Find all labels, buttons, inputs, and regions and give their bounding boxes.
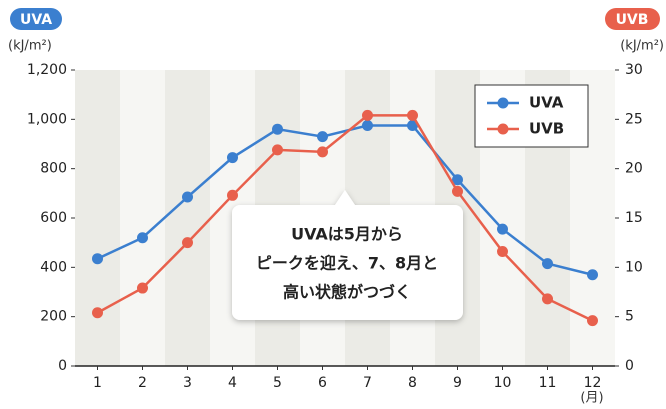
series-point: [137, 282, 148, 294]
y-tick-label: 1,200: [27, 62, 67, 78]
y-unit: (kJ/m²): [8, 39, 52, 54]
stripe: [165, 70, 210, 366]
series-point: [272, 123, 283, 135]
y-tick-label: 800: [40, 161, 67, 177]
x-tick-label: 6: [318, 375, 327, 391]
series-point: [182, 191, 193, 203]
y2-axis-name: UVB: [616, 12, 649, 28]
stripe: [120, 70, 165, 366]
annotation-box: [232, 190, 463, 320]
series-point: [542, 258, 553, 270]
y2-tick-label: 25: [625, 111, 643, 127]
series-point: [317, 146, 328, 158]
legend-label: UVB: [529, 120, 564, 138]
y-axis-badge: [10, 8, 62, 30]
x-tick-label: 7: [363, 375, 372, 391]
series-point: [452, 185, 463, 197]
y-axis-name: UVA: [20, 12, 52, 28]
stripe: [75, 70, 120, 366]
series-line: [96, 124, 593, 276]
y2-tick-label: 30: [625, 62, 643, 78]
series-point: [272, 144, 283, 156]
legend-marker: [497, 123, 509, 135]
x-tick-label: 1: [93, 375, 102, 391]
series-point: [362, 120, 373, 131]
legend-label: UVA: [529, 94, 564, 112]
x-tick-label: 12: [584, 375, 602, 391]
x-tick-label: 2: [138, 375, 147, 391]
series-line: [96, 114, 594, 322]
series-point: [497, 223, 508, 235]
x-tick-label: 5: [273, 375, 282, 391]
series-point: [587, 269, 598, 281]
series-point: [452, 174, 463, 186]
series-point: [92, 307, 103, 319]
series-point: [542, 293, 553, 305]
series-point: [362, 109, 373, 121]
x-tick-label: 10: [494, 375, 512, 391]
y-tick-label: 1,000: [27, 111, 67, 127]
x-tick-label: 9: [453, 375, 462, 391]
y2-tick-label: 20: [625, 161, 643, 177]
legend-box: [474, 84, 589, 148]
series-point: [407, 120, 418, 131]
series-point: [227, 189, 238, 201]
series-point: [92, 253, 103, 265]
series-point: [497, 246, 508, 258]
series-point: [317, 131, 328, 143]
series-point: [182, 237, 193, 249]
legend-marker: [497, 97, 509, 109]
annotation-text: UVAは5月から: [291, 225, 403, 244]
series-point: [587, 315, 598, 327]
y-tick-label: 400: [40, 259, 67, 275]
x-tick-label: 8: [408, 375, 417, 391]
x-tick-label: 4: [228, 375, 237, 391]
y2-axis-badge: [605, 8, 660, 30]
y-tick-label: 600: [40, 210, 67, 226]
x-tick-label: 3: [183, 375, 192, 391]
series-point: [407, 109, 418, 121]
x-tick-label: 11: [539, 375, 557, 391]
y2-tick-label: 0: [625, 358, 634, 374]
series-point: [137, 232, 148, 244]
annotation-text: ピークを迎え、7、8月と: [256, 254, 438, 273]
y2-tick-label: 15: [625, 210, 643, 226]
y2-tick-label: 10: [625, 259, 643, 275]
x-unit: (月): [580, 391, 603, 406]
y-tick-label: 200: [40, 309, 67, 325]
series-point: [227, 152, 238, 164]
y2-tick-label: 5: [625, 309, 634, 325]
y-tick-label: 0: [58, 358, 67, 374]
y2-unit: (kJ/m²): [620, 39, 664, 54]
annotation-text: 高い状態がつづく: [283, 283, 411, 302]
